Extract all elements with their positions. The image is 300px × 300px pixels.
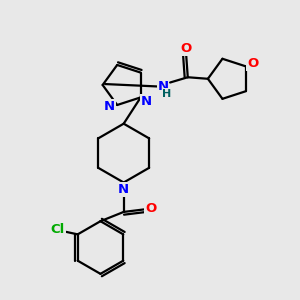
Text: N: N <box>141 94 152 108</box>
Text: N: N <box>158 80 169 93</box>
Text: N: N <box>104 100 115 113</box>
Text: O: O <box>181 42 192 55</box>
Text: O: O <box>247 57 258 70</box>
Text: O: O <box>145 202 156 215</box>
Text: H: H <box>162 89 172 99</box>
Text: N: N <box>118 183 129 196</box>
Text: Cl: Cl <box>51 223 65 236</box>
